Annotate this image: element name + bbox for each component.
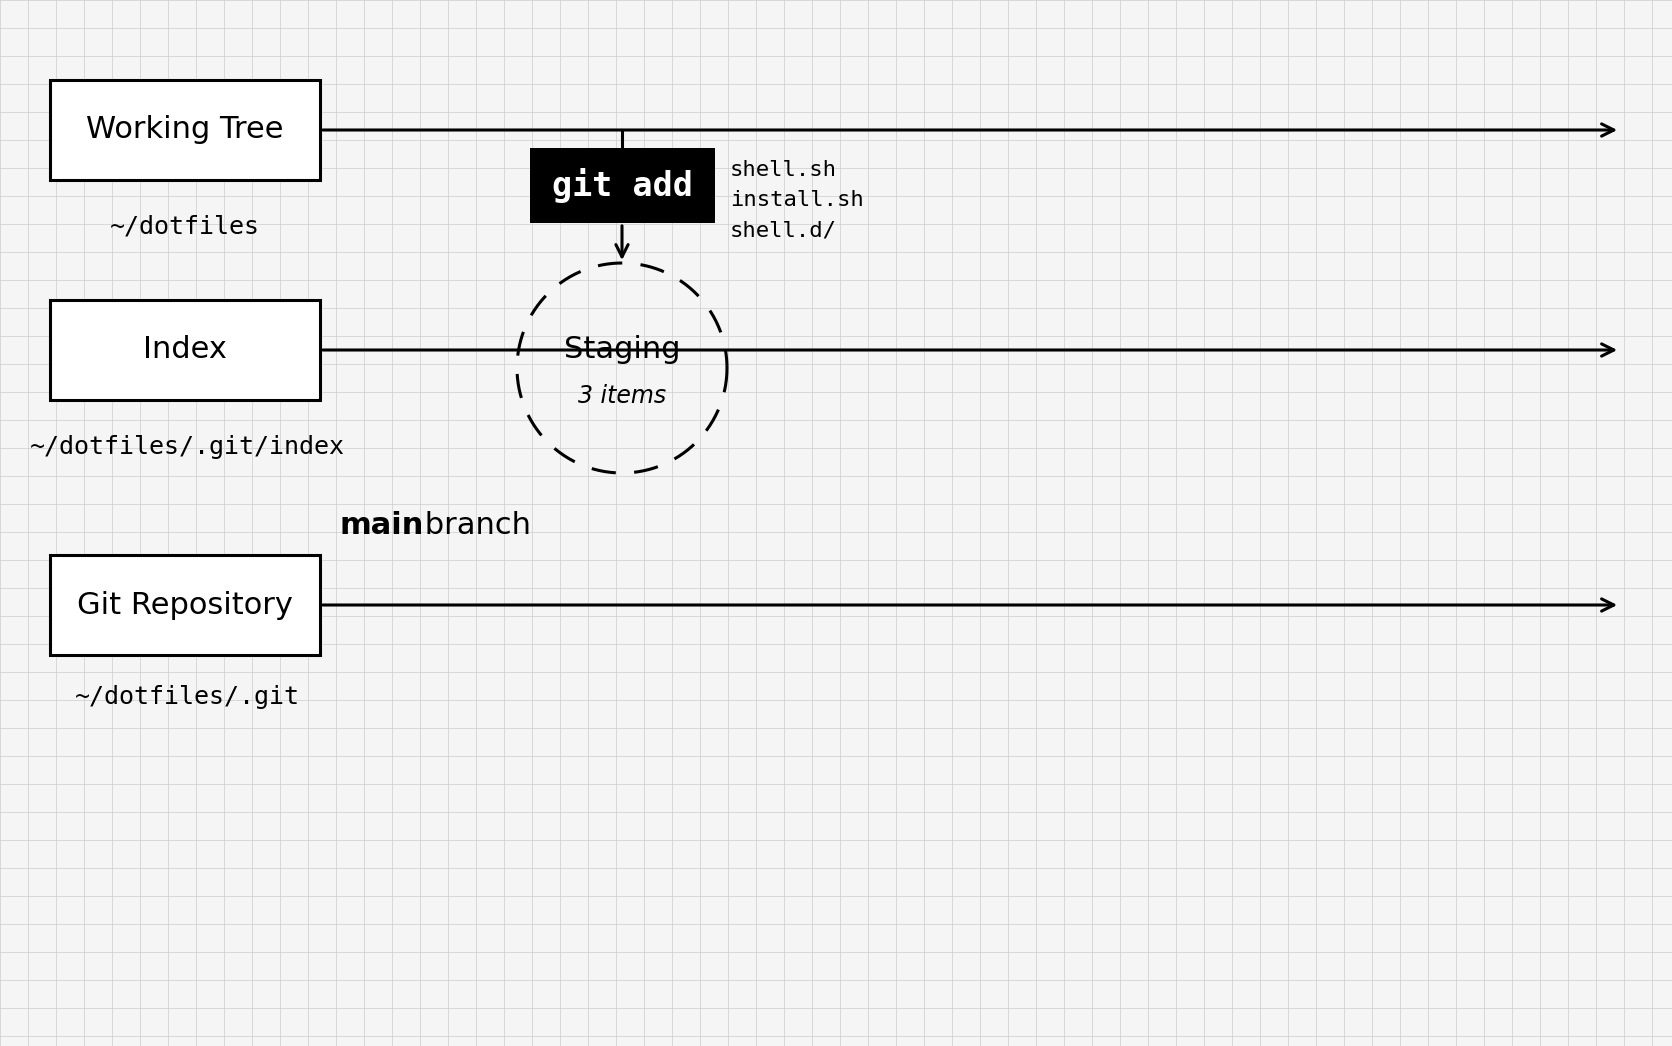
Text: Working Tree: Working Tree xyxy=(87,115,284,144)
Bar xyxy=(530,147,716,223)
Text: Staging: Staging xyxy=(563,336,681,364)
Text: branch: branch xyxy=(415,510,532,540)
Text: Git Repository: Git Repository xyxy=(77,591,293,619)
Text: ~/dotfiles/.git/index: ~/dotfiles/.git/index xyxy=(30,435,344,459)
Text: ~/dotfiles/.git: ~/dotfiles/.git xyxy=(75,685,299,709)
Text: shell.sh: shell.sh xyxy=(731,160,838,180)
Text: 3 items: 3 items xyxy=(579,384,665,408)
Text: main: main xyxy=(339,510,425,540)
Text: shell.d/: shell.d/ xyxy=(731,220,838,240)
Bar xyxy=(50,300,319,400)
Bar xyxy=(50,555,319,655)
Text: install.sh: install.sh xyxy=(731,190,864,210)
Bar xyxy=(50,79,319,180)
Text: ~/dotfiles: ~/dotfiles xyxy=(110,215,261,238)
Text: Index: Index xyxy=(144,336,227,364)
Text: git add: git add xyxy=(552,168,692,203)
